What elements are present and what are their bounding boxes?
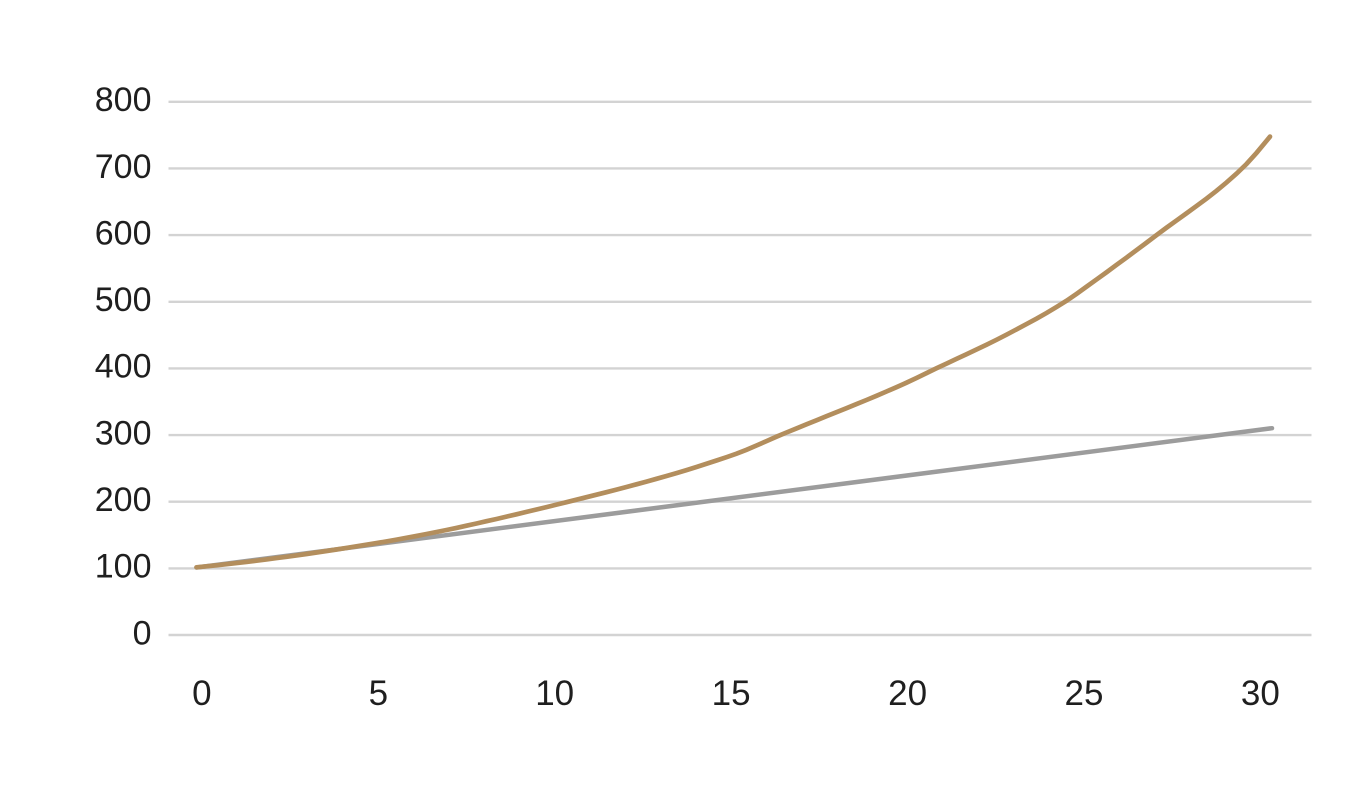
svg-text:800: 800 [95, 81, 152, 119]
svg-text:400: 400 [95, 348, 152, 386]
svg-text:10: 10 [535, 674, 574, 713]
svg-text:200: 200 [95, 481, 152, 519]
svg-text:600: 600 [95, 214, 152, 252]
svg-text:5: 5 [369, 674, 388, 713]
svg-text:700: 700 [95, 148, 152, 186]
svg-text:0: 0 [133, 614, 152, 652]
svg-text:300: 300 [95, 414, 152, 452]
svg-text:20: 20 [888, 674, 927, 713]
svg-text:0: 0 [192, 674, 211, 713]
svg-text:30: 30 [1241, 674, 1280, 713]
svg-text:100: 100 [95, 548, 152, 586]
svg-text:500: 500 [95, 281, 152, 319]
svg-text:15: 15 [712, 674, 751, 713]
svg-text:25: 25 [1065, 674, 1104, 713]
